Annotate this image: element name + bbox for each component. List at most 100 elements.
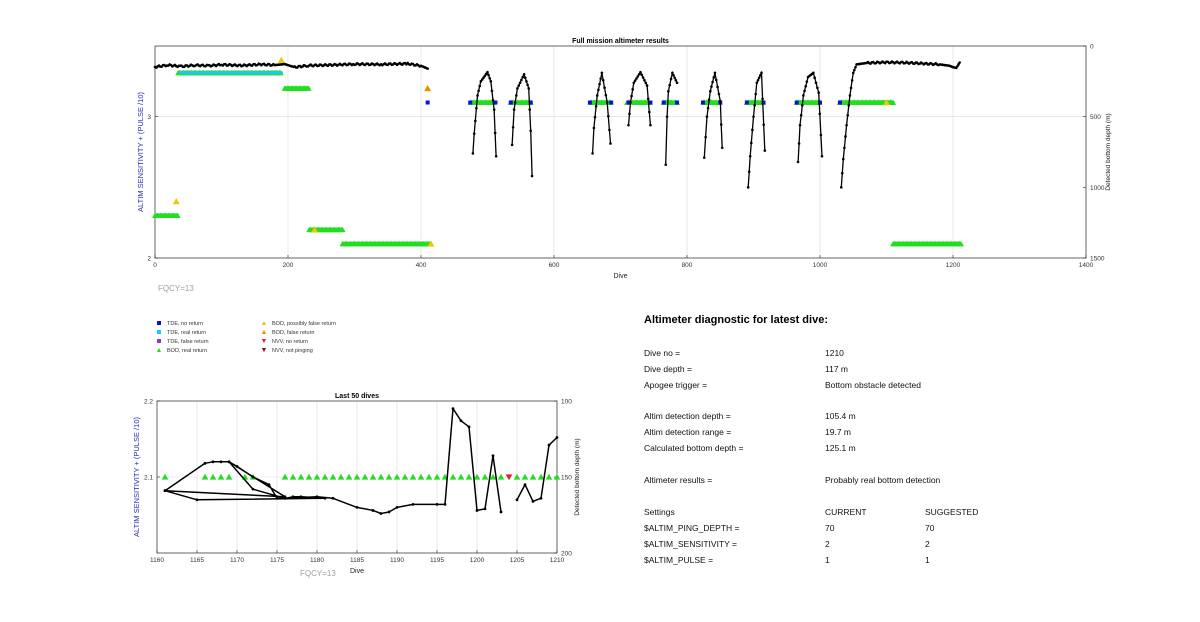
- depth-point: [805, 80, 809, 83]
- depth-points: [471, 70, 498, 158]
- bod-real-marker: [339, 226, 346, 233]
- tde-no-return-marker: [794, 100, 799, 105]
- setting-current: 70: [825, 523, 835, 533]
- depth-point: [595, 94, 599, 97]
- bod-real-marker: [449, 473, 457, 480]
- depth-point: [487, 73, 490, 77]
- depth-point: [435, 502, 439, 506]
- depth-point: [751, 128, 754, 132]
- depth-point: [251, 487, 255, 491]
- bod-real-marker: [361, 473, 369, 480]
- tde-no-return-marker: [609, 100, 614, 105]
- depth-point: [640, 73, 644, 77]
- depth-point: [471, 152, 475, 155]
- bod-real-marker: [297, 473, 305, 480]
- depth-point: [844, 135, 847, 138]
- bod-real-marker: [433, 473, 441, 480]
- depth-point: [523, 483, 527, 486]
- legend-label: TDE, real return: [167, 330, 207, 336]
- depth-line: [516, 436, 558, 503]
- setting-suggested: 70: [925, 523, 935, 533]
- depth-point: [637, 72, 641, 76]
- x-tick-label: 1180: [310, 557, 324, 564]
- depth-point: [761, 97, 764, 101]
- settings-header-suggested: SUGGESTED: [925, 507, 979, 517]
- bod-real-marker: [289, 473, 297, 480]
- diag-label: Altim detection range =: [644, 427, 732, 437]
- depth-point: [853, 68, 856, 72]
- depth-point: [664, 163, 668, 167]
- chart-title: Full mission altimeter results: [572, 38, 669, 45]
- depth-point: [518, 81, 522, 85]
- depth-point: [604, 93, 608, 97]
- triangle-down-icon: ▼: [260, 347, 268, 354]
- depth-point: [527, 87, 531, 90]
- x-tick-label: 1165: [190, 557, 204, 564]
- depth-point: [748, 154, 752, 158]
- y2-tick-label: 500: [1090, 114, 1101, 121]
- depth-point: [649, 123, 652, 127]
- depth-point: [511, 125, 515, 129]
- depth-point: [475, 106, 478, 110]
- x-tick-label: 1200: [946, 262, 961, 269]
- depth-point: [958, 61, 961, 64]
- triangle-down-icon: ▼: [260, 338, 268, 345]
- bod-real-marker: [337, 473, 345, 480]
- bod-real-marker: [305, 473, 313, 480]
- depth-point: [630, 94, 633, 98]
- depth-point: [672, 74, 675, 77]
- depth-point: [717, 92, 721, 96]
- y-tick-label: 3: [147, 114, 151, 121]
- depth-point: [607, 114, 610, 118]
- altimeter-diagnostic-panel: Altimeter diagnostic for latest dive: Di…: [644, 0, 1184, 622]
- depth-point: [555, 436, 559, 439]
- legend-item: ▼ NVV, not pinging: [260, 347, 313, 354]
- depth-point: [480, 78, 484, 81]
- bod-real-marker: [217, 473, 225, 480]
- triangle-up-icon: ▲: [155, 347, 163, 354]
- bod-possibly-false-marker: [172, 197, 180, 205]
- chart-title: Last 50 dives: [335, 393, 379, 400]
- depth-line: [747, 70, 766, 188]
- depth-point: [219, 460, 223, 464]
- x-tick-label: 1160: [150, 557, 164, 564]
- depth-point: [846, 113, 850, 117]
- depth-point: [489, 80, 493, 83]
- x-axis-label: Dive: [350, 568, 364, 575]
- square-icon: [155, 320, 163, 327]
- depth-point: [817, 91, 820, 94]
- x-tick-label: 1175: [270, 557, 284, 564]
- bod-real-marker: [513, 473, 521, 480]
- diag-value: Probably real bottom detection: [825, 475, 941, 485]
- x-tick-label: 1195: [430, 557, 444, 564]
- last-50-dives-chart: 1160 1165 1170 1175 1180 1185 1190 1195 1200 1205…: [132, 393, 581, 578]
- depth-point: [671, 71, 674, 75]
- diag-label: Dive depth =: [644, 364, 692, 374]
- depth-point: [605, 101, 609, 104]
- bod-real-marker: [521, 473, 529, 480]
- y-axis-label: ALTIM SENSITIVITY + (PULSE /10): [132, 417, 141, 537]
- depth-point: [629, 101, 632, 104]
- depth-point: [643, 78, 646, 82]
- tde-no-return-marker: [493, 100, 498, 105]
- depth-point: [291, 495, 295, 499]
- x-axis-label: Dive: [613, 273, 627, 280]
- depth-point: [515, 498, 519, 502]
- depth-point: [843, 146, 846, 150]
- depth-point: [609, 142, 612, 145]
- depth-point: [803, 89, 806, 93]
- bod-real-marker: [409, 473, 417, 480]
- depth-point: [526, 83, 529, 87]
- depth-points: [627, 70, 652, 127]
- depth-point: [639, 70, 642, 74]
- depth-point: [760, 71, 763, 75]
- depth-line: [665, 70, 678, 165]
- depth-point: [633, 79, 637, 82]
- depth-point: [712, 76, 716, 79]
- depth-point: [704, 135, 707, 139]
- depth-point: [267, 483, 271, 486]
- depth-point: [754, 92, 758, 96]
- y2-tick-label: 100: [561, 399, 572, 406]
- tde-no-return-marker: [818, 100, 822, 105]
- depth-line: [472, 70, 497, 157]
